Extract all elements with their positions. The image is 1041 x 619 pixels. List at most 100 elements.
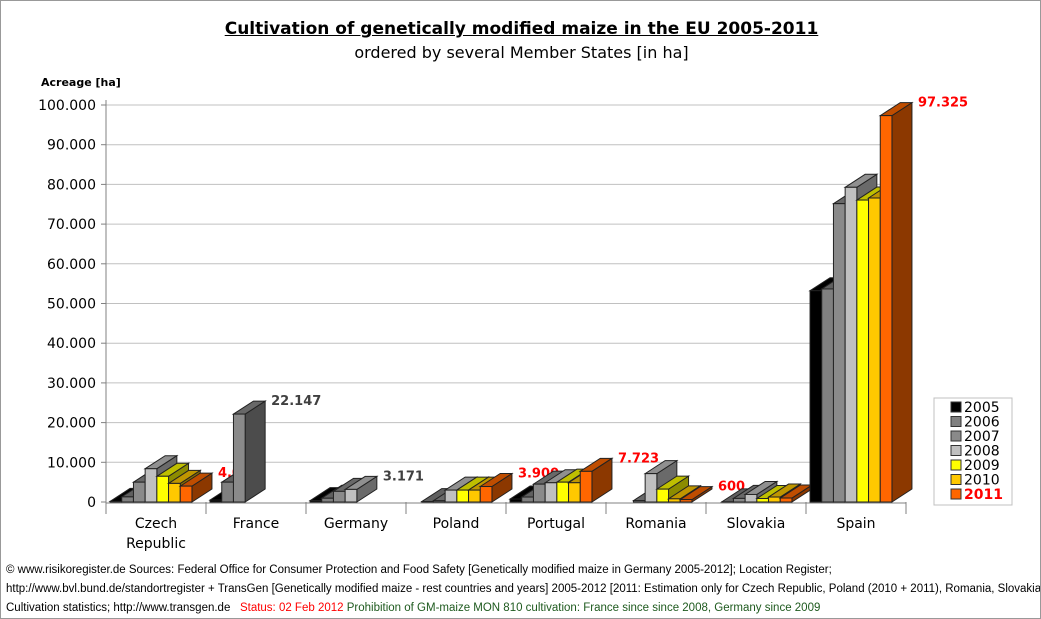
y-tick-label: 70.000 bbox=[47, 217, 96, 233]
bar-front bbox=[644, 473, 658, 503]
bar-chart: 0 10.000 20.000 30.000 40.000 50.000 60.000 70.… bbox=[38, 96, 1013, 552]
legend-label: 2011 bbox=[964, 487, 1003, 503]
x-tick-label-line: France bbox=[233, 516, 280, 532]
bar-front bbox=[121, 496, 134, 503]
bar-side bbox=[891, 101, 913, 503]
bar-front bbox=[832, 203, 846, 503]
bar-front bbox=[444, 489, 458, 503]
bar-front bbox=[509, 498, 523, 503]
bar-front bbox=[879, 115, 893, 503]
bar-front bbox=[179, 485, 193, 503]
status-date: Status: 02 Feb 2012 bbox=[239, 602, 344, 614]
y-axis-label: Acreage [ha] bbox=[41, 76, 121, 89]
bar-front bbox=[844, 186, 858, 503]
bar-2008 bbox=[343, 475, 379, 503]
data-label: 22.147 bbox=[271, 394, 321, 409]
y-tick-label: 50.000 bbox=[47, 297, 96, 313]
x-tick-label: Spain bbox=[836, 516, 875, 532]
footer: © www.risikoregister.de Sources: Federal… bbox=[6, 561, 1041, 618]
bar-front bbox=[768, 496, 781, 503]
x-tick-label-line: Czech bbox=[135, 516, 177, 532]
x-tick-label-line: Romania bbox=[625, 516, 686, 532]
legend-swatch bbox=[950, 416, 962, 427]
y-tick-label: 0 bbox=[87, 495, 96, 511]
x-tick-label-line: Germany bbox=[324, 516, 388, 532]
bar-front bbox=[479, 486, 493, 503]
bar-front bbox=[821, 288, 834, 503]
data-label: 97.325 bbox=[918, 96, 968, 111]
bar-front bbox=[132, 481, 146, 503]
bar-front bbox=[856, 199, 870, 503]
bar-front bbox=[656, 488, 670, 503]
x-tick-label: France bbox=[233, 516, 280, 532]
bar-2011 bbox=[478, 472, 514, 503]
data-label: 3.171 bbox=[383, 469, 424, 484]
x-tick-label: Romania bbox=[625, 516, 686, 532]
bar-front bbox=[668, 498, 681, 503]
y-tick-label: 40.000 bbox=[47, 336, 96, 352]
x-tick-label-line: Republic bbox=[126, 536, 186, 552]
legend-swatch bbox=[950, 459, 962, 471]
y-tick-label: 20.000 bbox=[47, 416, 96, 432]
bar-front bbox=[168, 482, 181, 503]
bar-side bbox=[244, 400, 266, 503]
y-tick-label: 80.000 bbox=[47, 177, 96, 193]
legend-swatch bbox=[950, 445, 962, 456]
legend-swatch bbox=[950, 430, 962, 442]
bar-front bbox=[544, 482, 558, 503]
bar-front bbox=[809, 290, 823, 503]
bar-front bbox=[679, 499, 693, 503]
x-tick-label: Portugal bbox=[527, 516, 585, 532]
chart-title: Cultivation of genetically modified maiz… bbox=[224, 19, 819, 39]
bar-front bbox=[209, 499, 223, 503]
legend-label: 2006 bbox=[964, 415, 1000, 431]
bar-2011 bbox=[178, 472, 214, 503]
y-tick-label: 30.000 bbox=[47, 376, 96, 392]
legend-swatch bbox=[950, 401, 962, 413]
bar-front bbox=[868, 197, 881, 503]
bar-front bbox=[756, 498, 770, 503]
footer-line-3: Cultivation statistics; http://www.trans… bbox=[6, 602, 231, 614]
legend-label: 2007 bbox=[964, 429, 1000, 445]
bar-front bbox=[432, 500, 446, 503]
bar-front bbox=[144, 468, 158, 503]
footer-line-2: http://www.bvl.bund.de/standortregister … bbox=[6, 583, 1041, 595]
x-tick-label-line: Poland bbox=[433, 516, 480, 532]
legend-swatch bbox=[950, 488, 962, 500]
footer-line-1: © www.risikoregister.de Sources: Federal… bbox=[6, 564, 832, 576]
legend-label: 2010 bbox=[964, 473, 1000, 489]
legend-label: 2008 bbox=[964, 444, 1000, 460]
bar-front bbox=[309, 500, 323, 503]
bar-front bbox=[156, 475, 170, 503]
bar-front bbox=[744, 493, 758, 503]
bar-front bbox=[321, 497, 334, 503]
bar-2011 bbox=[678, 485, 714, 503]
bar-front bbox=[568, 482, 581, 503]
legend-box bbox=[933, 397, 1013, 506]
x-tick-label: Germany bbox=[324, 516, 388, 532]
bar-2011 bbox=[878, 101, 914, 503]
y-tick-label: 60.000 bbox=[47, 257, 96, 273]
chart-subtitle: ordered by several Member States [in ha] bbox=[354, 43, 689, 62]
bar-front bbox=[632, 500, 646, 503]
legend-label: 2009 bbox=[964, 458, 1000, 474]
y-tick-label: 90.000 bbox=[47, 138, 96, 154]
prohibition-note: Prohibition of GM-maize MON 810 cultivat… bbox=[346, 602, 821, 614]
bar-front bbox=[221, 481, 234, 503]
y-tick-label: 100.000 bbox=[38, 98, 96, 114]
bar-2011 bbox=[578, 457, 614, 503]
bar-front bbox=[468, 489, 481, 503]
bar-front bbox=[332, 490, 346, 503]
x-tick-label: Czech Republic bbox=[126, 516, 186, 552]
bar-front bbox=[779, 497, 793, 503]
legend-swatch bbox=[950, 474, 962, 485]
legend-label: 2005 bbox=[964, 400, 1000, 416]
bar-front bbox=[556, 481, 570, 503]
x-tick-label-line: Spain bbox=[836, 516, 875, 532]
x-tick-label-line: Portugal bbox=[527, 516, 585, 532]
bar-front bbox=[456, 489, 470, 503]
data-label: 7.723 bbox=[618, 451, 659, 466]
bar-front bbox=[532, 483, 546, 503]
